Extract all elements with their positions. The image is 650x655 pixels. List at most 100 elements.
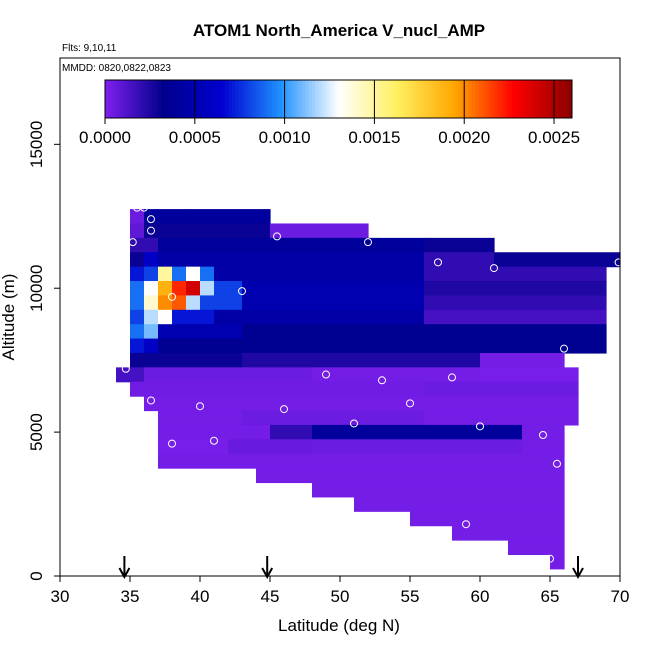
colorbar-swatch bbox=[418, 80, 423, 118]
colorbar-swatch bbox=[458, 80, 463, 118]
heatmap-cell bbox=[172, 266, 187, 282]
sample-point bbox=[168, 292, 176, 301]
arrow-head bbox=[118, 567, 131, 580]
colorbar-swatch bbox=[501, 80, 506, 118]
colorbar-swatch bbox=[361, 80, 366, 118]
colorbar-swatch bbox=[485, 80, 490, 118]
heatmap-cell bbox=[130, 209, 145, 225]
heatmap-cell bbox=[144, 281, 159, 297]
sample-point bbox=[364, 238, 372, 247]
heatmap-cell bbox=[424, 410, 579, 426]
colorbar-swatch bbox=[268, 80, 273, 118]
colorbar-swatch bbox=[381, 80, 386, 118]
colorbar-swatch bbox=[238, 80, 243, 118]
colorbar-swatch bbox=[525, 80, 530, 118]
colorbar-swatch bbox=[225, 80, 229, 118]
colorbar-swatch bbox=[235, 80, 239, 118]
colorbar-swatch bbox=[431, 80, 436, 118]
heatmap-cell bbox=[130, 309, 145, 325]
colorbar-tick-label: 0.0025 bbox=[528, 128, 580, 147]
heatmap-cell bbox=[158, 237, 425, 253]
colorbar-swatch bbox=[411, 80, 416, 118]
colorbar-swatch bbox=[291, 80, 296, 118]
colorbar-swatch bbox=[128, 80, 133, 118]
heatmap-cell bbox=[130, 338, 145, 354]
colorbar-tick-label: 0.0000 bbox=[79, 128, 131, 147]
colorbar-swatch bbox=[265, 80, 269, 118]
sample-point bbox=[546, 554, 554, 563]
heatmap-cell bbox=[130, 252, 145, 268]
colorbar-swatch bbox=[191, 80, 196, 118]
heatmap-cell bbox=[158, 410, 243, 426]
heatmap-cell bbox=[424, 281, 607, 297]
sample-point bbox=[539, 430, 547, 439]
heatmap-cell bbox=[242, 281, 425, 297]
sample-point bbox=[147, 396, 155, 405]
colorbar-swatch bbox=[388, 80, 393, 118]
sample-point bbox=[406, 399, 414, 408]
colorbar-swatch bbox=[321, 80, 326, 118]
sample-point bbox=[350, 419, 358, 428]
heatmap-cell bbox=[522, 424, 565, 440]
sample-point bbox=[140, 203, 148, 212]
x-tick-label: 45 bbox=[261, 587, 280, 606]
heatmap-cell bbox=[158, 281, 173, 297]
heatmap-cell bbox=[214, 309, 425, 325]
colorbar-swatch bbox=[141, 80, 146, 118]
heatmap-cell bbox=[172, 295, 187, 311]
heatmap-cell bbox=[172, 281, 187, 297]
colorbar-swatch bbox=[175, 80, 179, 118]
colorbar-swatch bbox=[495, 80, 500, 118]
colorbar-swatch bbox=[198, 80, 203, 118]
colorbar-swatch bbox=[215, 80, 219, 118]
colorbar-swatch bbox=[535, 80, 540, 118]
y-tick-label: 15000 bbox=[27, 121, 46, 168]
colorbar-swatch bbox=[398, 80, 403, 118]
colorbar-swatch bbox=[148, 80, 153, 118]
x-tick-label: 50 bbox=[331, 587, 350, 606]
sample-point bbox=[553, 459, 561, 468]
colorbar-swatch bbox=[505, 80, 510, 118]
sample-point bbox=[378, 376, 386, 385]
heatmap-cell bbox=[116, 367, 145, 383]
colorbar-swatch bbox=[121, 80, 126, 118]
heatmap-cell bbox=[186, 295, 201, 311]
heatmap-cell bbox=[452, 525, 565, 541]
colorbar-swatch bbox=[298, 80, 303, 118]
colorbar-swatch bbox=[195, 80, 199, 118]
sample-point bbox=[476, 422, 484, 431]
colorbar-swatch bbox=[555, 80, 560, 118]
colorbar-swatch bbox=[155, 80, 159, 118]
heatmap-cell bbox=[522, 439, 565, 455]
colorbar-swatch bbox=[145, 80, 149, 118]
heatmap-cell bbox=[186, 209, 271, 225]
colorbar-swatch bbox=[335, 80, 339, 118]
colorbar-swatch bbox=[245, 80, 249, 118]
sample-point bbox=[147, 215, 155, 224]
colorbar-swatch bbox=[408, 80, 413, 118]
heatmap-cell bbox=[480, 352, 565, 368]
colorbar-swatch bbox=[395, 80, 399, 118]
heatmap-cell bbox=[242, 324, 607, 340]
heatmap-cell bbox=[494, 252, 621, 268]
colorbar-swatch bbox=[115, 80, 119, 118]
colorbar-tick-label: 0.0005 bbox=[169, 128, 221, 147]
colorbar-swatch bbox=[241, 80, 246, 118]
colorbar-swatch bbox=[325, 80, 329, 118]
heatmap-cell bbox=[270, 424, 313, 440]
colorbar-swatch bbox=[528, 80, 533, 118]
colorbar-swatch bbox=[385, 80, 389, 118]
colorbar-swatch bbox=[228, 80, 233, 118]
heatmap-cell bbox=[256, 468, 565, 484]
colorbar-swatch bbox=[328, 80, 333, 118]
colorbar-swatch bbox=[391, 80, 396, 118]
heatmap-cell bbox=[228, 439, 313, 455]
colorbar-swatch bbox=[568, 80, 573, 118]
colorbar-swatch bbox=[285, 80, 289, 118]
heatmap-cell bbox=[130, 223, 145, 239]
colorbar-swatch bbox=[255, 80, 259, 118]
heatmap-cell bbox=[144, 338, 159, 354]
colorbar-swatch bbox=[375, 80, 379, 118]
heatmap-cell bbox=[312, 439, 523, 455]
colorbar-swatch bbox=[211, 80, 216, 118]
